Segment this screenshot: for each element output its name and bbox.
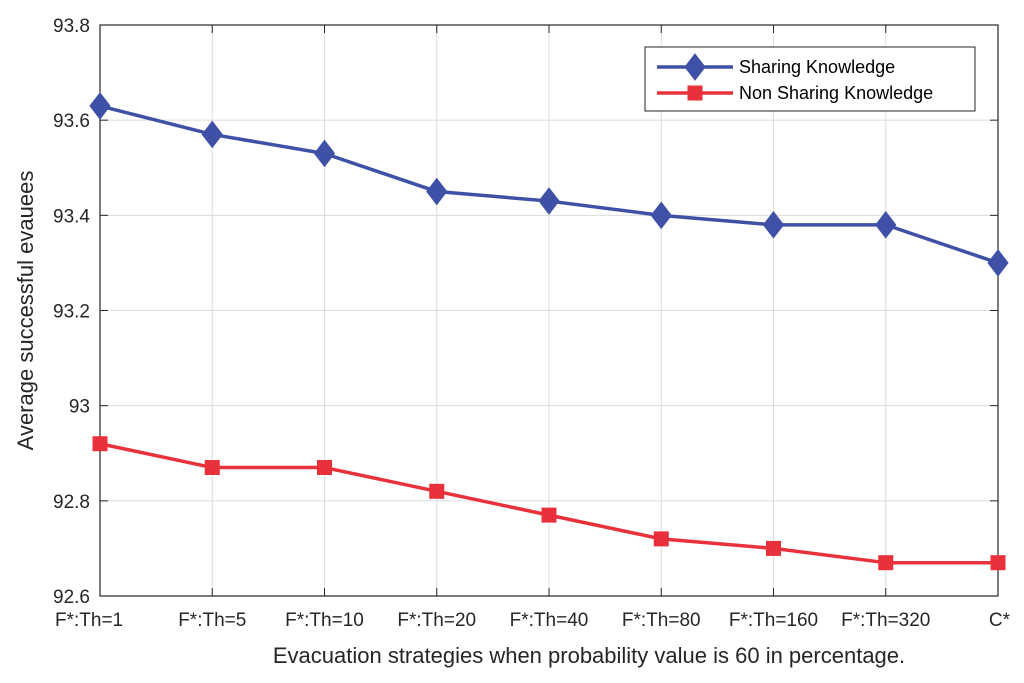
data-point bbox=[89, 92, 111, 120]
y-tick-label: 93 bbox=[69, 397, 90, 418]
x-tick-label: F*:Th=320 bbox=[841, 610, 930, 631]
y-tick-label: 92.6 bbox=[53, 587, 90, 608]
data-point bbox=[201, 120, 223, 149]
data-point bbox=[878, 555, 894, 571]
data-point bbox=[762, 211, 785, 239]
data-point bbox=[538, 187, 560, 215]
data-point bbox=[204, 460, 220, 476]
x-axis: F*:Th=1 F*:Th=5 F*:Th=10 F*:Th=20 F*:Th=40 F*… bbox=[55, 25, 1011, 631]
y-tick-label: 93.8 bbox=[53, 16, 90, 37]
y-tick-label: 93.6 bbox=[53, 111, 90, 132]
legend-marker bbox=[684, 53, 706, 81]
legend-marker bbox=[687, 85, 703, 101]
x-tick-label: F*:Th=160 bbox=[729, 610, 818, 631]
data-point bbox=[313, 139, 336, 168]
data-point bbox=[987, 249, 1009, 277]
x-tick-label: F*:Th=40 bbox=[510, 610, 589, 631]
data-point bbox=[317, 460, 332, 476]
data-point bbox=[429, 483, 445, 499]
y-axis-label: Average successful evauees bbox=[13, 171, 38, 451]
data-point bbox=[653, 531, 669, 547]
x-tick-label: F*:Th=1 bbox=[55, 610, 123, 631]
data-point bbox=[541, 507, 557, 523]
legend: Sharing Knowledge Non Sharing Knowledge bbox=[644, 46, 976, 112]
data-point bbox=[650, 201, 672, 230]
data-point bbox=[875, 211, 897, 239]
data-point bbox=[426, 177, 448, 206]
x-axis-label: Evacuation strategies when probability v… bbox=[273, 643, 905, 668]
x-tick-label: F*:Th=10 bbox=[285, 610, 364, 631]
series-sharing-knowledge bbox=[89, 92, 1009, 277]
series-non-sharing-knowledge bbox=[92, 436, 1006, 571]
legend-label: Non Sharing Knowledge bbox=[739, 83, 933, 103]
data-point bbox=[990, 555, 1006, 571]
y-tick-label: 93.4 bbox=[53, 206, 90, 227]
y-axis: 92.6 92.8 93 93.2 93.4 93.6 93.8 bbox=[53, 16, 998, 608]
series bbox=[89, 92, 1009, 571]
y-tick-label: 93.2 bbox=[53, 302, 90, 323]
x-tick-label: F*:Th=80 bbox=[622, 610, 701, 631]
data-point bbox=[92, 436, 108, 452]
y-tick-label: 92.8 bbox=[53, 492, 90, 513]
x-tick-label: C* bbox=[989, 610, 1011, 631]
grid bbox=[99, 24, 999, 597]
x-tick-label: F*:Th=20 bbox=[397, 610, 476, 631]
x-tick-label: F*:Th=5 bbox=[178, 610, 246, 631]
legend-label: Sharing Knowledge bbox=[739, 57, 895, 77]
legend-item: Non Sharing Knowledge bbox=[657, 83, 933, 103]
data-point bbox=[766, 540, 781, 556]
legend-item: Sharing Knowledge bbox=[657, 53, 895, 81]
